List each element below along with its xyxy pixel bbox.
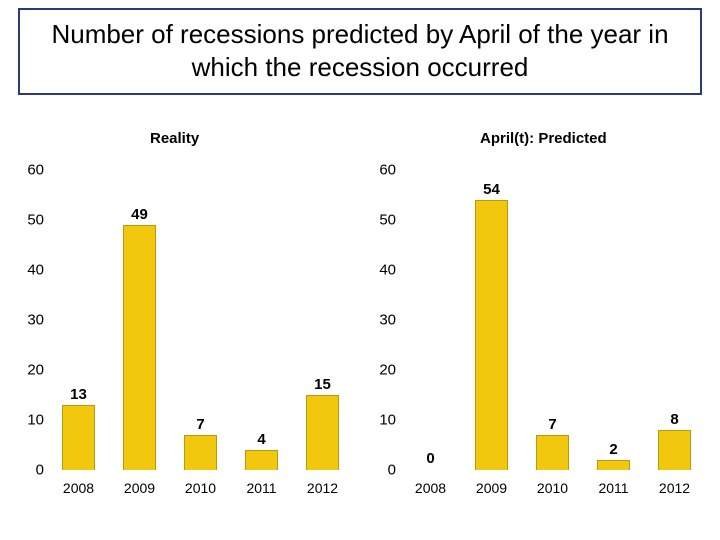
bar: 7 (184, 435, 218, 470)
bar-value-label: 2 (598, 441, 630, 458)
bar-value-label: 13 (63, 386, 95, 403)
plot-area-reality: 0102030405060132008492009720104201115201… (48, 170, 353, 470)
page-title: Number of recessions predicted by April … (32, 18, 688, 83)
y-axis-label: 30 (18, 312, 44, 329)
bar-value-label: 0 (414, 450, 448, 467)
y-axis-label: 60 (370, 162, 396, 179)
bar-value-label: 7 (185, 416, 217, 433)
y-axis-label: 10 (370, 412, 396, 429)
bar-value-label: 15 (307, 376, 339, 393)
y-axis-label: 10 (18, 412, 44, 429)
bar: 2 (597, 460, 631, 470)
x-axis-label: 2010 (170, 480, 231, 496)
bar: 54 (475, 200, 509, 470)
x-axis-label: 2008 (400, 480, 461, 496)
x-axis-label: 2012 (292, 480, 353, 496)
x-axis-label: 2012 (644, 480, 705, 496)
y-axis-label: 0 (18, 462, 44, 479)
y-axis-label: 60 (18, 162, 44, 179)
chart-reality: 0102030405060132008492009720104201115201… (18, 170, 353, 500)
bar: 7 (536, 435, 570, 470)
y-axis-label: 50 (18, 212, 44, 229)
bar: 8 (658, 430, 692, 470)
y-axis-label: 20 (370, 362, 396, 379)
bar-value-label: 49 (124, 206, 156, 223)
y-axis-label: 0 (370, 462, 396, 479)
chart-subtitle-reality: Reality (150, 130, 199, 147)
bar-value-label: 4 (246, 431, 278, 448)
y-axis-label: 20 (18, 362, 44, 379)
title-box: Number of recessions predicted by April … (18, 8, 702, 95)
chart-predicted: 010203040506002008542009720102201182012 (370, 170, 705, 500)
chart-subtitle-predicted: April(t): Predicted (480, 130, 607, 147)
bar: 15 (306, 395, 340, 470)
y-axis-label: 40 (18, 262, 44, 279)
bar-value-label: 54 (476, 181, 508, 198)
y-axis-label: 30 (370, 312, 396, 329)
bar: 13 (62, 405, 96, 470)
bar: 49 (123, 225, 157, 470)
x-axis-label: 2009 (109, 480, 170, 496)
x-axis-label: 2011 (583, 480, 644, 496)
plot-area-predicted: 010203040506002008542009720102201182012 (400, 170, 705, 470)
x-axis-label: 2008 (48, 480, 109, 496)
x-axis-label: 2011 (231, 480, 292, 496)
bar-value-label: 7 (537, 416, 569, 433)
bar-value-label: 8 (659, 411, 691, 428)
x-axis-label: 2010 (522, 480, 583, 496)
y-axis-label: 50 (370, 212, 396, 229)
y-axis-label: 40 (370, 262, 396, 279)
x-axis-label: 2009 (461, 480, 522, 496)
bar: 4 (245, 450, 279, 470)
